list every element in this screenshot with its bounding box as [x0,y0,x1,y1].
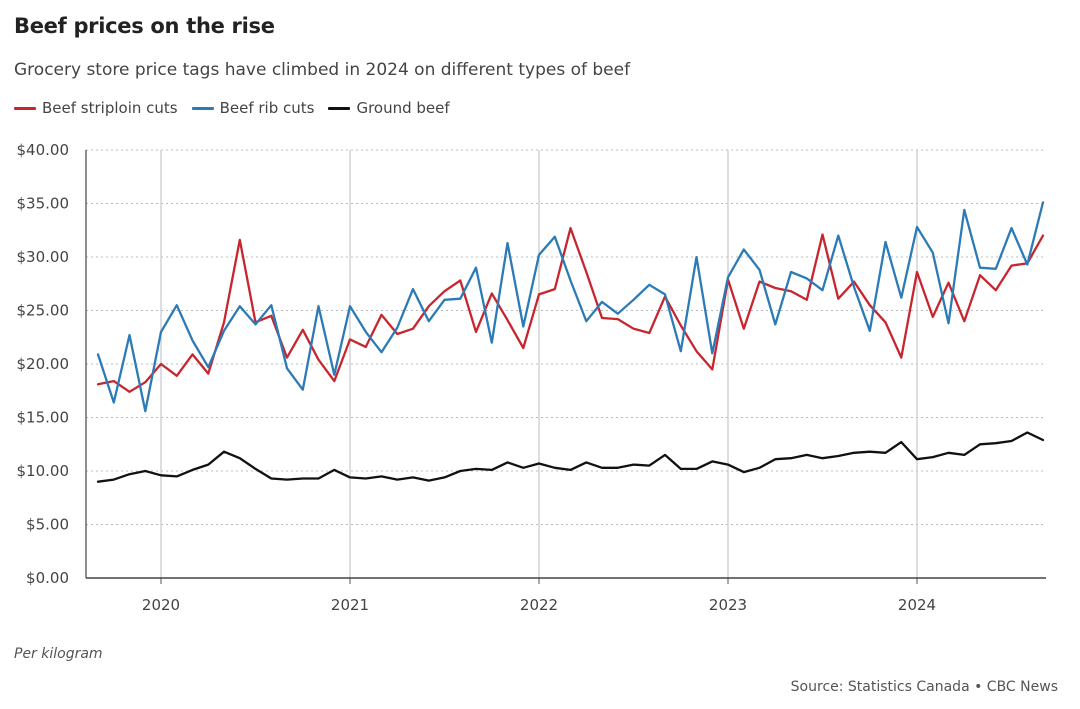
y-tick-label: $25.00 [17,302,70,320]
x-tick-label: 2021 [331,596,369,614]
legend-swatch-striploin [14,106,36,110]
y-tick-label: $10.00 [17,462,70,480]
x-tick-label: 2022 [520,596,558,614]
chart-title: Beef prices on the rise [14,14,275,38]
y-tick-label: $5.00 [26,516,69,534]
legend-label-striploin: Beef striploin cuts [42,99,178,117]
legend-item-striploin: Beef striploin cuts [14,99,178,117]
y-tick-label: $30.00 [17,248,70,266]
chart-subtitle: Grocery store price tags have climbed in… [14,60,631,80]
legend-item-rib: Beef rib cuts [191,99,315,117]
legend-swatch-ground [328,106,351,110]
x-tick-label: 2020 [142,596,180,614]
series-line-rib [96,201,1045,413]
legend-label-ground: Ground beef [356,99,450,117]
y-tick-label: $15.00 [17,409,70,427]
legend: Beef striploin cuts Beef rib cuts Ground… [14,99,450,117]
y-tick-label: $0.00 [26,569,69,587]
legend-item-ground: Ground beef [328,99,450,117]
legend-label-rib: Beef rib cuts [219,99,315,117]
y-tick-label: $35.00 [17,195,70,213]
x-tick-label: 2023 [709,596,747,614]
source-credit: Source: Statistics Canada • CBC News [790,679,1058,695]
y-tick-label: $40.00 [17,141,70,159]
series-line-ground [96,431,1045,483]
y-tick-label: $20.00 [17,355,70,373]
line-chart: $0.00 $5.00 $10.00 $15.00 $20.00 $25.00 $30.00… [17,141,1046,614]
legend-swatch-rib [191,106,214,110]
footnote: Per kilogram [14,646,103,662]
series-line-striploin [96,226,1045,393]
x-tick-label: 2024 [898,596,936,614]
